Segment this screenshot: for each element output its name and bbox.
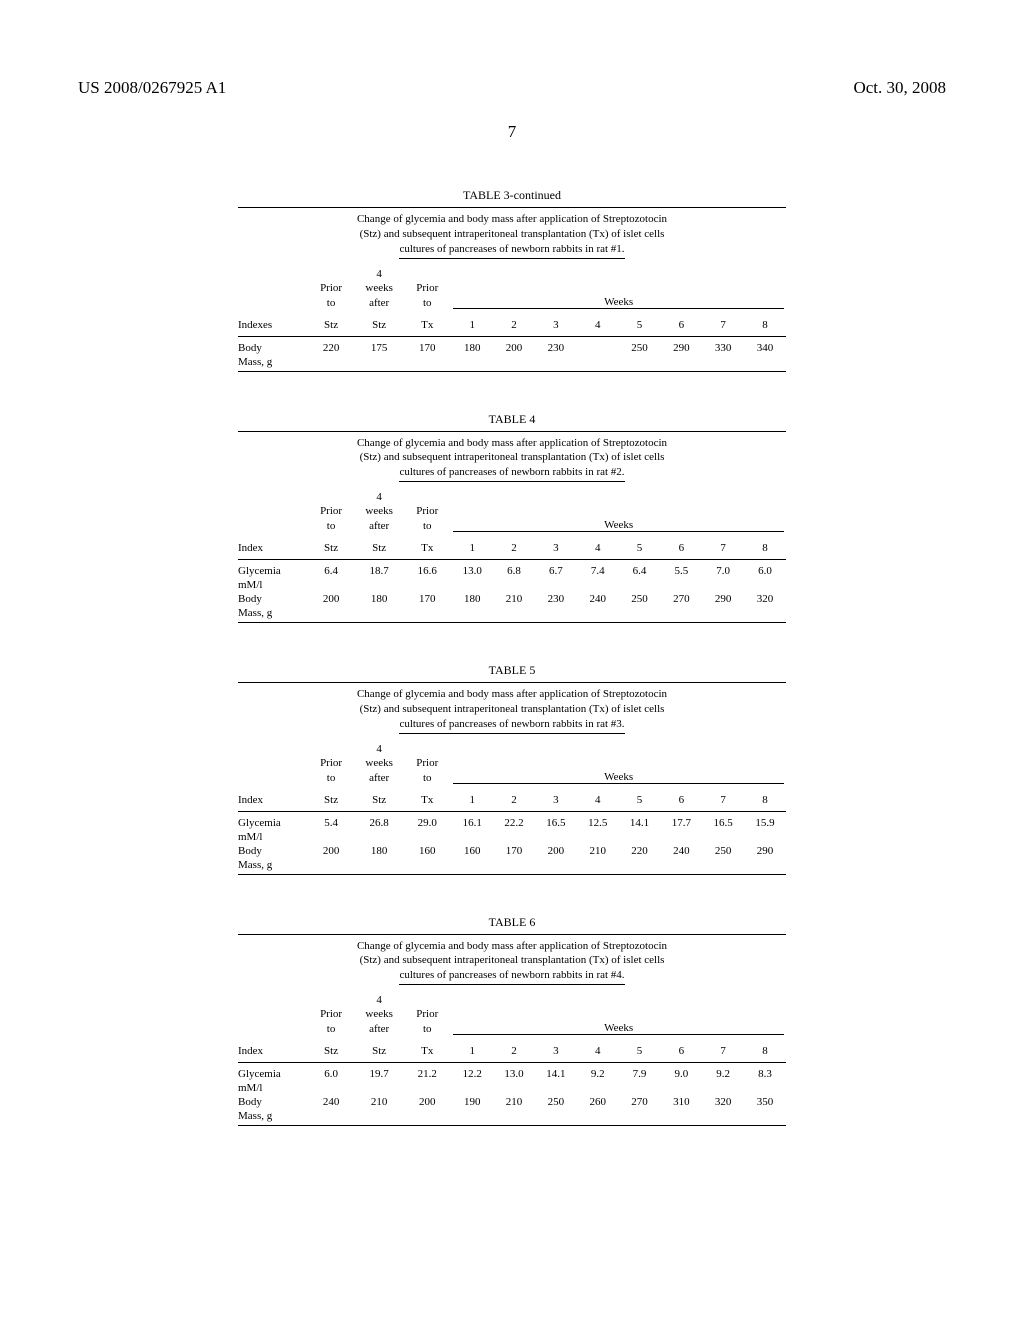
publication-date: Oct. 30, 2008: [853, 78, 946, 98]
table-rule: [238, 431, 786, 432]
table-grid: 4 Prior weeks Prior to after to Weeks In…: [238, 985, 786, 1123]
data-table: TABLE 3-continued Change of glycemia and…: [238, 188, 786, 372]
table-caption: Change of glycemia and body mass after a…: [238, 434, 786, 483]
table-rule: [238, 371, 786, 372]
table-caption: Change of glycemia and body mass after a…: [238, 685, 786, 734]
table-rule: [238, 874, 786, 875]
table-grid: 4 Prior weeks Prior to after to Weeks In…: [238, 259, 786, 369]
tables-container: TABLE 3-continued Change of glycemia and…: [238, 188, 786, 1126]
table-title: TABLE 5: [238, 663, 786, 678]
data-table: TABLE 4 Change of glycemia and body mass…: [238, 412, 786, 624]
page: US 2008/0267925 A1 Oct. 30, 2008 7 TABLE…: [0, 0, 1024, 1320]
table-rule: [238, 934, 786, 935]
table-title: TABLE 6: [238, 915, 786, 930]
data-table: TABLE 6 Change of glycemia and body mass…: [238, 915, 786, 1127]
table-rule: [238, 622, 786, 623]
table-rule: [238, 682, 786, 683]
table-caption: Change of glycemia and body mass after a…: [238, 937, 786, 986]
table-grid: 4 Prior weeks Prior to after to Weeks In…: [238, 734, 786, 872]
publication-number: US 2008/0267925 A1: [78, 78, 226, 98]
table-grid: 4 Prior weeks Prior to after to Weeks In…: [238, 482, 786, 620]
table-title: TABLE 3-continued: [238, 188, 786, 203]
page-header: US 2008/0267925 A1 Oct. 30, 2008: [78, 0, 946, 98]
page-number: 7: [78, 122, 946, 142]
table-rule: [238, 207, 786, 208]
data-table: TABLE 5 Change of glycemia and body mass…: [238, 663, 786, 875]
table-title: TABLE 4: [238, 412, 786, 427]
table-rule: [238, 1125, 786, 1126]
table-caption: Change of glycemia and body mass after a…: [238, 210, 786, 259]
